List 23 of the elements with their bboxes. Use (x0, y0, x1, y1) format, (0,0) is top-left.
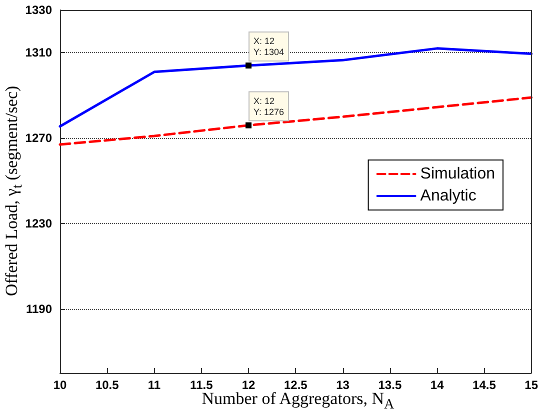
legend-label: Analytic (420, 188, 476, 204)
x-tick-label: 12.5 (284, 378, 308, 392)
y-tick-label: 1310 (25, 46, 52, 60)
x-tick-label: 14 (430, 378, 444, 392)
x-tick-label: 11 (148, 378, 161, 392)
annotation: X: 12 Y: 1304 (254, 36, 284, 58)
y-tick-label: 1190 (26, 302, 52, 316)
legend-label: Simulation (420, 166, 495, 182)
x-tick-label: 14.5 (472, 378, 496, 392)
y-tick-label: 1330 (25, 3, 52, 17)
x-axis-title: Number of Aggregators, N$_{A}$ (202, 389, 394, 413)
x-tick-label: 13.5 (378, 378, 402, 392)
x-tick-label: 13 (336, 378, 350, 392)
x-tick-label: 10.5 (95, 378, 120, 392)
y-tick-label: 1270 (25, 131, 52, 146)
x-tick-label: 12 (242, 378, 256, 392)
annotation: X: 12 Y: 1276 (254, 96, 284, 117)
x-tick-label: 11.5 (190, 378, 214, 392)
line-series (58, 96, 533, 146)
y-tick-label: 1230 (25, 216, 52, 231)
x-tick-label: 15 (524, 378, 538, 392)
x-tick-label: 10 (53, 378, 67, 392)
line-series (58, 47, 533, 128)
